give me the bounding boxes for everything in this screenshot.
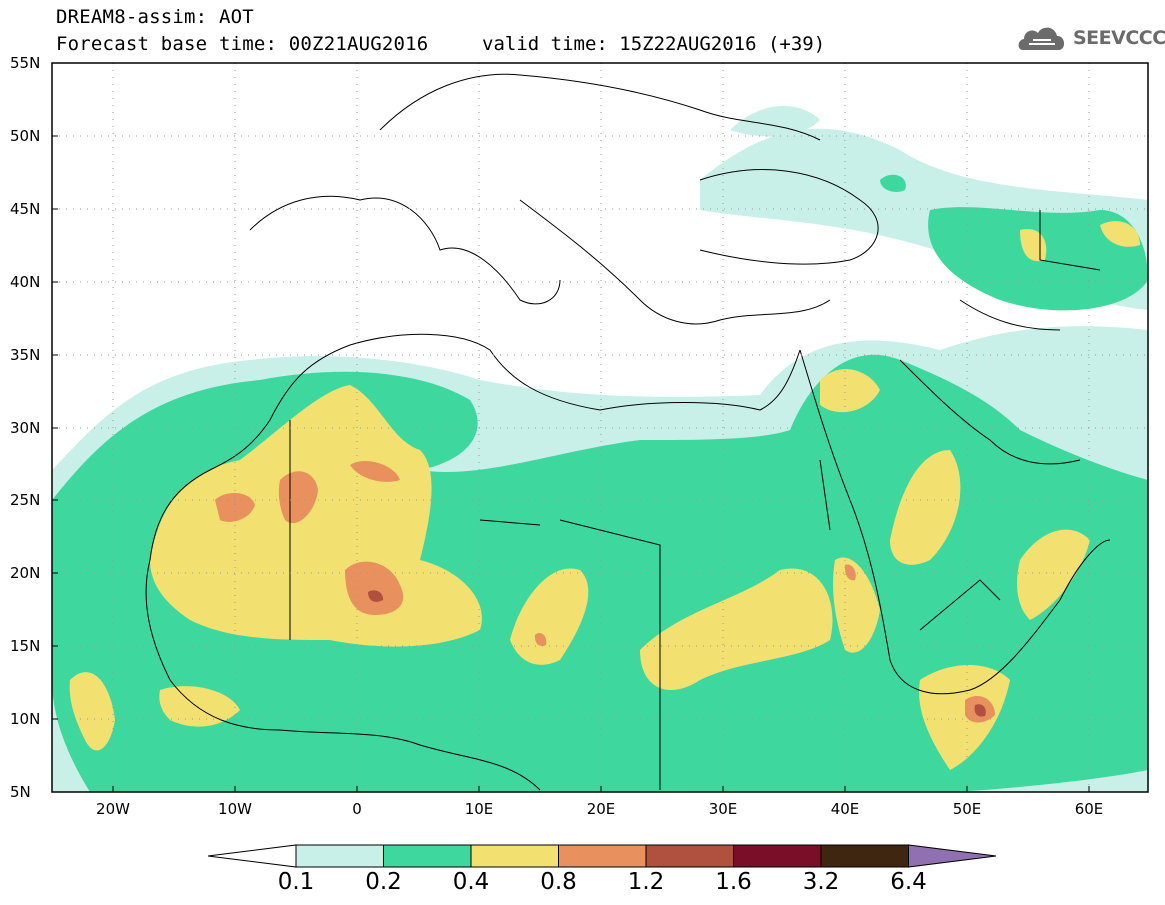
lon-label: 20E — [586, 800, 616, 818]
lat-label: 55N — [10, 54, 41, 72]
colorbar-label: 0.8 — [540, 869, 577, 895]
colorbar-label: 6.4 — [890, 869, 927, 895]
colorbar-swatch — [733, 844, 822, 868]
lon-label: 20W — [96, 800, 130, 818]
colorbar-swatch — [383, 844, 472, 868]
valid-time: valid time: 15Z22AUG2016 (+39) — [482, 33, 826, 55]
lon-label: 60E — [1074, 800, 1104, 818]
colorbar-arrow-low — [207, 844, 297, 868]
lat-label: 20N — [10, 564, 41, 582]
forecast-base-time: Forecast base time: 00Z21AUG2016 — [56, 33, 429, 55]
lat-label: 10N — [10, 710, 41, 728]
map-title: DREAM8-assim: AOT — [56, 6, 254, 28]
lat-label: 45N — [10, 200, 41, 218]
lon-label: 30E — [708, 800, 738, 818]
colorbar-swatch — [645, 844, 734, 868]
aot-level-0.4 — [69, 221, 1140, 770]
logo-text: SEEVCCC — [1073, 27, 1165, 49]
lon-label: 40E — [830, 800, 860, 818]
aot-level-0.8 — [215, 460, 995, 723]
lon-label: 10W — [218, 800, 252, 818]
lat-label: 15N — [10, 637, 41, 655]
lat-label: 30N — [10, 419, 41, 437]
lat-label: 25N — [10, 491, 41, 509]
colorbar-swatch — [558, 844, 647, 868]
colorbar-arrow-high — [908, 844, 997, 868]
colorbar-label: 1.6 — [715, 869, 752, 895]
cloud-icon — [1018, 27, 1065, 50]
coastlines — [145, 73, 1111, 791]
lat-label: 50N — [10, 127, 41, 145]
aot-level-1.2 — [368, 590, 986, 717]
lat-label: 35N — [10, 346, 41, 364]
colorbar-label: 0.4 — [452, 869, 490, 895]
colorbar-swatch — [295, 844, 384, 868]
graticule — [52, 63, 1148, 792]
colorbar-label: 1.2 — [627, 869, 665, 895]
axis-ticks — [52, 135, 1090, 792]
colorbar-swatch — [470, 844, 559, 868]
colorbar-swatch — [820, 844, 909, 868]
lon-label: 0 — [352, 800, 362, 818]
colorbar-label: 0.2 — [365, 869, 402, 895]
lon-label: 50E — [952, 800, 982, 818]
lat-label: 40N — [10, 273, 41, 291]
colorbar-label: 0.1 — [277, 869, 315, 895]
colorbar-label: 3.2 — [802, 869, 840, 895]
lat-label: 5N — [10, 783, 31, 801]
lon-label: 10E — [464, 800, 494, 818]
